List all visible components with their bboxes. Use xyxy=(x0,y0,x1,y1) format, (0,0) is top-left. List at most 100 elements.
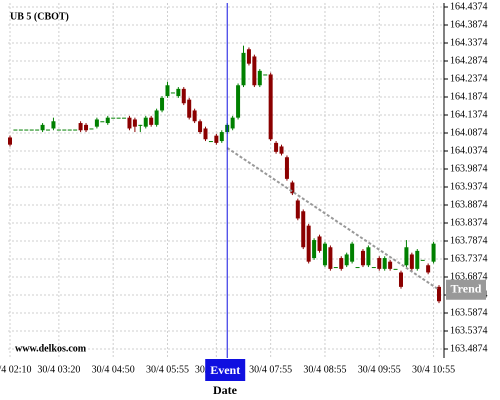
y-tick-label: 163.7874 xyxy=(450,235,488,246)
candle-body xyxy=(312,240,317,259)
candle-body xyxy=(339,258,344,269)
candle-body xyxy=(138,124,143,126)
candle-body xyxy=(366,247,371,266)
y-tick-label: 164.4374 xyxy=(450,1,488,12)
candle-body xyxy=(94,119,99,127)
trend-label-box xyxy=(446,279,486,300)
candle-body xyxy=(420,259,425,261)
candle-body xyxy=(198,121,203,133)
candle-body xyxy=(160,97,165,111)
candle-body xyxy=(187,99,192,118)
x-tick-label: 30/4 03:20 xyxy=(37,364,80,375)
x-tick-label: 30/4 09:55 xyxy=(358,364,401,375)
candle-body xyxy=(263,74,268,76)
candle-body xyxy=(355,267,360,269)
x-tick-label: 30/4 07:55 xyxy=(249,364,292,375)
candle-body xyxy=(208,141,213,143)
candle-body xyxy=(203,128,208,140)
candle-body xyxy=(431,243,436,262)
y-tick-label: 163.9874 xyxy=(450,163,488,174)
candle-body xyxy=(13,129,18,131)
candle-body xyxy=(116,117,121,119)
x-axis-title: Date xyxy=(213,383,238,397)
candle-body xyxy=(409,254,414,269)
x-tick-label: 30/4 04:50 xyxy=(92,364,135,375)
candle-body xyxy=(132,119,137,127)
candle-body xyxy=(415,250,420,269)
y-tick-label: 163.4874 xyxy=(450,343,488,354)
event-label-box xyxy=(205,359,246,381)
candle-body xyxy=(246,49,251,64)
candle-body xyxy=(344,254,349,266)
candle-body xyxy=(181,88,186,104)
candle-body xyxy=(51,121,56,129)
candle-body xyxy=(165,85,170,97)
watermark: www.delkos.com xyxy=(15,343,87,354)
candle-body xyxy=(295,200,300,219)
y-tick-label: 163.5374 xyxy=(450,325,488,336)
candle-body xyxy=(100,121,105,123)
y-tick-label: 163.6874 xyxy=(450,271,488,282)
candle-body xyxy=(18,129,23,131)
candle-body xyxy=(257,70,262,86)
candle-body xyxy=(382,258,387,269)
candle-body xyxy=(350,243,355,262)
trend-label: Trend xyxy=(451,281,482,295)
candle-body xyxy=(388,261,393,269)
candle-body xyxy=(127,117,132,129)
grid xyxy=(8,3,444,358)
candle-body xyxy=(40,124,45,131)
candle-body xyxy=(377,258,382,269)
plot xyxy=(8,3,441,358)
candle-body xyxy=(170,92,175,94)
candle-body xyxy=(122,117,127,119)
candle-body xyxy=(154,110,159,125)
candle-body xyxy=(230,117,235,129)
candle-body xyxy=(333,267,338,269)
y-tick-label: 164.3374 xyxy=(450,37,488,48)
candle-body xyxy=(279,146,284,154)
candle-body xyxy=(29,129,34,131)
candle-body xyxy=(306,225,311,262)
x-tick-label: 30/4 08:55 xyxy=(303,364,346,375)
candle-body xyxy=(149,117,154,125)
chart-title: UB 5 (CBOT) xyxy=(10,11,69,22)
candle-body xyxy=(111,117,116,119)
candle-body xyxy=(143,117,148,127)
candle-body xyxy=(105,117,110,124)
candle-body xyxy=(8,137,12,145)
y-tick-label: 164.0874 xyxy=(450,127,488,138)
y-tick-label: 164.1874 xyxy=(450,91,488,102)
y-tick-label: 164.1374 xyxy=(450,109,488,120)
candle-body xyxy=(67,129,72,131)
event-label: Event xyxy=(210,363,240,377)
y-tick-label: 163.9374 xyxy=(450,181,488,192)
candle-body xyxy=(84,124,89,131)
y-tick-label: 164.3874 xyxy=(450,19,488,30)
x-tick-label: 30/4 05:55 xyxy=(146,364,189,375)
candle-body xyxy=(62,129,67,131)
candle-body xyxy=(46,129,51,131)
candle-body xyxy=(214,135,219,143)
candle-body xyxy=(322,243,327,266)
y-tick-label: 164.2374 xyxy=(450,73,488,84)
candle-body xyxy=(426,265,431,273)
candle-body xyxy=(393,268,398,270)
candle-body xyxy=(404,247,409,266)
candle-body xyxy=(192,110,197,122)
candle-body xyxy=(290,182,295,194)
candle-body xyxy=(284,157,289,179)
candle-body xyxy=(236,85,241,118)
candle-body xyxy=(371,267,376,269)
candle-body xyxy=(35,129,40,131)
candle-body xyxy=(219,132,224,142)
y-tick-label: 163.5874 xyxy=(450,307,488,318)
y-tick-label: 163.8374 xyxy=(450,217,488,228)
y-tick-label: 163.8874 xyxy=(450,199,488,210)
candle-body xyxy=(176,88,181,97)
candle-body xyxy=(73,129,78,131)
candle-body xyxy=(268,74,273,140)
candle-body xyxy=(317,236,322,251)
